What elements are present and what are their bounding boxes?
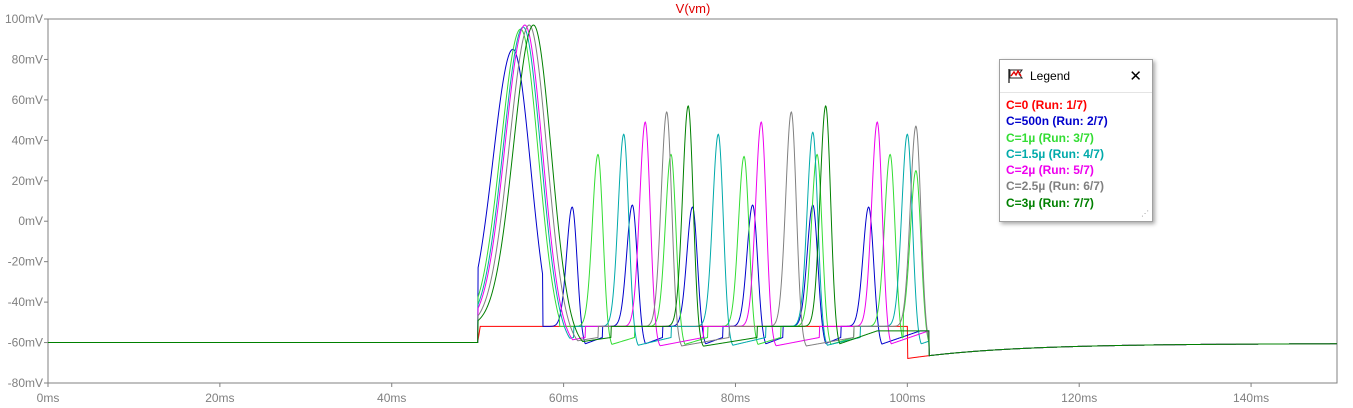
legend-items: C=0 (Run: 1/7) C=500n (Run: 2/7) C=1µ (Run… — [1000, 93, 1152, 211]
y-tick-label: -60mV — [8, 336, 43, 350]
x-tick-label: 140ms — [1233, 391, 1269, 405]
legend-item-1[interactable]: C=0 (Run: 1/7) — [1006, 98, 1088, 112]
y-tick-label: -20mV — [8, 255, 43, 269]
y-tick-label: -80mV — [8, 376, 43, 390]
legend-item-4[interactable]: C=1.5µ (Run: 4/7) — [1006, 146, 1104, 161]
y-tick-label: 60mV — [12, 93, 43, 107]
legend-header[interactable]: Legend ✕ — [1000, 60, 1152, 93]
series-line-7 — [48, 24, 1337, 357]
legend-window[interactable]: Legend ✕ C=0 (Run: 1/7) C=500n (Run: 2/7)… — [999, 59, 1153, 222]
y-tick-label: 20mV — [12, 174, 43, 188]
legend-item-3[interactable]: C=1µ (Run: 3/7) — [1006, 130, 1094, 145]
x-tick-label: 120ms — [1061, 391, 1097, 405]
x-tick-label: 20ms — [205, 391, 234, 405]
legend-item-6[interactable]: C=2.5µ (Run: 6/7) — [1006, 179, 1104, 194]
traces — [48, 24, 1337, 360]
chart-title: V(vm) — [676, 1, 711, 16]
y-tick-label: 80mV — [12, 52, 43, 66]
close-icon[interactable]: ✕ — [1129, 67, 1142, 85]
y-tick-label: 100mV — [5, 12, 43, 26]
legend-title: Legend — [1030, 69, 1071, 83]
legend-flag-icon — [1007, 68, 1025, 84]
x-tick-label: 60ms — [549, 391, 578, 405]
resize-grip-icon[interactable]: ⋰ — [1141, 209, 1149, 218]
x-tick-label: 40ms — [377, 391, 406, 405]
y-tick-label: 40mV — [12, 133, 43, 147]
x-tick-label: 80ms — [721, 391, 750, 405]
legend-item-7[interactable]: C=3µ (Run: 7/7) — [1006, 195, 1094, 210]
x-tick-label: 100ms — [889, 391, 925, 405]
legend-item-2[interactable]: C=500n (Run: 2/7) — [1006, 114, 1108, 129]
y-tick-label: 0mV — [18, 214, 43, 228]
legend-item-5[interactable]: C=2µ (Run: 5/7) — [1006, 163, 1094, 178]
y-tick-label: -40mV — [8, 295, 43, 309]
x-tick-label: 0ms — [37, 391, 60, 405]
